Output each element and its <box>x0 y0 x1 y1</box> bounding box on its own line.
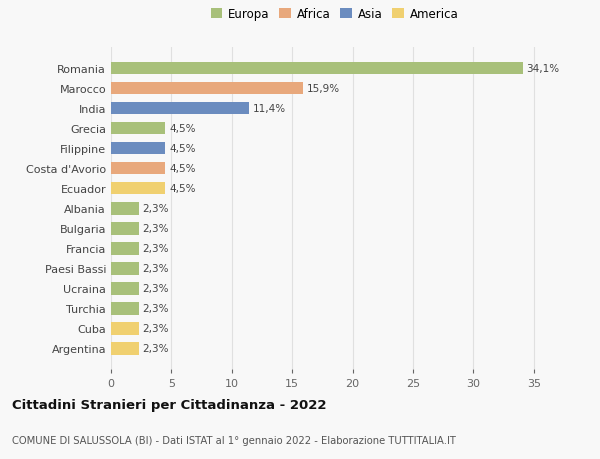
Bar <box>111 183 166 195</box>
Bar <box>111 323 139 335</box>
Text: 2,3%: 2,3% <box>142 284 169 294</box>
Bar <box>111 283 139 295</box>
Bar <box>111 223 139 235</box>
Bar <box>111 83 303 95</box>
Bar <box>111 123 166 135</box>
Text: 2,3%: 2,3% <box>142 244 169 254</box>
Text: 2,3%: 2,3% <box>142 304 169 314</box>
Text: 4,5%: 4,5% <box>169 124 196 134</box>
Text: 4,5%: 4,5% <box>169 164 196 174</box>
Bar <box>111 203 139 215</box>
Bar <box>111 162 166 175</box>
Text: 2,3%: 2,3% <box>142 344 169 354</box>
Bar <box>111 143 166 155</box>
Text: 4,5%: 4,5% <box>169 144 196 154</box>
Text: 11,4%: 11,4% <box>253 104 286 114</box>
Text: Cittadini Stranieri per Cittadinanza - 2022: Cittadini Stranieri per Cittadinanza - 2… <box>12 398 326 412</box>
Text: 34,1%: 34,1% <box>527 64 560 74</box>
Legend: Europa, Africa, Asia, America: Europa, Africa, Asia, America <box>208 6 461 23</box>
Text: COMUNE DI SALUSSOLA (BI) - Dati ISTAT al 1° gennaio 2022 - Elaborazione TUTTITAL: COMUNE DI SALUSSOLA (BI) - Dati ISTAT al… <box>12 435 456 445</box>
Bar <box>111 63 523 75</box>
Bar <box>111 302 139 315</box>
Bar <box>111 103 249 115</box>
Text: 2,3%: 2,3% <box>142 324 169 334</box>
Bar <box>111 243 139 255</box>
Text: 15,9%: 15,9% <box>307 84 340 94</box>
Bar <box>111 263 139 275</box>
Text: 2,3%: 2,3% <box>142 204 169 214</box>
Text: 2,3%: 2,3% <box>142 264 169 274</box>
Text: 4,5%: 4,5% <box>169 184 196 194</box>
Text: 2,3%: 2,3% <box>142 224 169 234</box>
Bar <box>111 342 139 355</box>
